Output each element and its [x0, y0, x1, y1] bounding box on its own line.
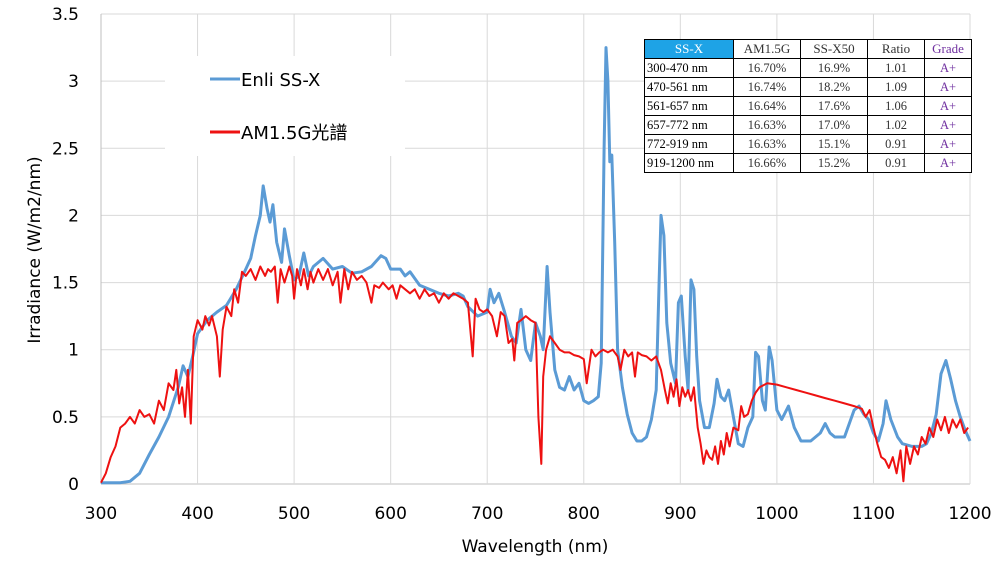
- x-tick-label: 800: [568, 504, 600, 524]
- cell-ss-x50: 18.2%: [800, 77, 868, 97]
- y-tick-labels: 0 0.5 1 1.5 2 2.5 3 3.5: [52, 5, 79, 495]
- legend-label-enli: Enli SS-X: [241, 70, 320, 91]
- y-tick-label: 0.5: [52, 408, 79, 428]
- x-tick-label: 1000: [755, 504, 798, 524]
- y-tick-label: 0: [68, 475, 79, 495]
- x-axis-label: Wavelength (nm): [462, 537, 609, 557]
- cell-am15g: 16.74%: [733, 77, 801, 97]
- cell-range: 772-919 nm: [644, 134, 734, 154]
- y-tick-label: 2.5: [52, 139, 79, 159]
- x-tick-label: 600: [374, 504, 406, 524]
- cell-ratio: 1.02: [867, 115, 925, 135]
- cell-ss-x50: 16.9%: [800, 58, 868, 78]
- header-ss-x50: SS-X50: [800, 39, 868, 59]
- cell-ratio: 1.06: [867, 96, 925, 116]
- cell-grade: A+: [924, 77, 972, 97]
- cell-ss-x50: 15.1%: [800, 134, 868, 154]
- y-tick-label: 1: [68, 341, 79, 361]
- table-row: 300-470 nm 16.70% 16.9% 1.01 A+: [644, 58, 972, 78]
- table-row: 657-772 nm 16.63% 17.0% 1.02 A+: [644, 115, 972, 135]
- cell-range: 561-657 nm: [644, 96, 734, 116]
- y-axis-label: Irradiance (W/m2/nm): [25, 156, 45, 343]
- header-ss-x: SS-X: [644, 39, 734, 59]
- y-tick-label: 3.5: [52, 5, 79, 25]
- spectral-match-table: SS-X AM1.5G SS-X50 Ratio Grade 300-470 n…: [644, 39, 972, 173]
- series-lines: [100, 46, 972, 485]
- x-tick-label: 300: [85, 504, 117, 524]
- x-tick-label: 1200: [948, 504, 991, 524]
- cell-ss-x50: 17.6%: [800, 96, 868, 116]
- cell-ss-x50: 17.0%: [800, 115, 868, 135]
- cell-ratio: 0.91: [867, 134, 925, 154]
- legend-label-am15g: AM1.5G光譜: [241, 123, 347, 144]
- header-grade: Grade: [924, 39, 972, 59]
- table-row: 919-1200 nm 16.66% 15.2% 0.91 A+: [644, 153, 972, 173]
- x-tick-label: 400: [181, 504, 213, 524]
- cell-grade: A+: [924, 58, 972, 78]
- cell-am15g: 16.70%: [733, 58, 801, 78]
- cell-range: 919-1200 nm: [644, 153, 734, 173]
- cell-range: 470-561 nm: [644, 77, 734, 97]
- header-ratio: Ratio: [867, 39, 925, 59]
- x-tick-labels: 300 400 500 600 700 800 900 1000 1100 1200: [85, 504, 992, 524]
- cell-grade: A+: [924, 153, 972, 173]
- legend: Enli SS-X AM1.5G光譜: [165, 56, 405, 156]
- series-line-enli-ss-x: [101, 46, 972, 485]
- legend-background: [165, 56, 405, 156]
- cell-am15g: 16.63%: [733, 134, 801, 154]
- table-row: 772-919 nm 16.63% 15.1% 0.91 A+: [644, 134, 972, 154]
- x-tick-label: 500: [278, 504, 310, 524]
- cell-grade: A+: [924, 96, 972, 116]
- table-header-row: SS-X AM1.5G SS-X50 Ratio Grade: [644, 39, 972, 59]
- header-am15g: AM1.5G: [733, 39, 801, 59]
- x-tick-label: 700: [471, 504, 503, 524]
- cell-ratio: 0.91: [867, 153, 925, 173]
- cell-ratio: 1.09: [867, 77, 925, 97]
- cell-range: 657-772 nm: [644, 115, 734, 135]
- table-row: 561-657 nm 16.64% 17.6% 1.06 A+: [644, 96, 972, 116]
- cell-am15g: 16.66%: [733, 153, 801, 173]
- y-tick-label: 3: [68, 72, 79, 92]
- cell-ss-x50: 15.2%: [800, 153, 868, 173]
- y-tick-label: 2: [68, 206, 79, 226]
- cell-ratio: 1.01: [867, 58, 925, 78]
- x-tick-label: 1100: [852, 504, 895, 524]
- cell-am15g: 16.63%: [733, 115, 801, 135]
- cell-grade: A+: [924, 134, 972, 154]
- cell-grade: A+: [924, 115, 972, 135]
- cell-range: 300-470 nm: [644, 58, 734, 78]
- x-tick-label: 900: [664, 504, 696, 524]
- cell-am15g: 16.64%: [733, 96, 801, 116]
- table-row: 470-561 nm 16.74% 18.2% 1.09 A+: [644, 77, 972, 97]
- y-tick-label: 1.5: [52, 274, 79, 294]
- series-line-am15g: [100, 265, 969, 484]
